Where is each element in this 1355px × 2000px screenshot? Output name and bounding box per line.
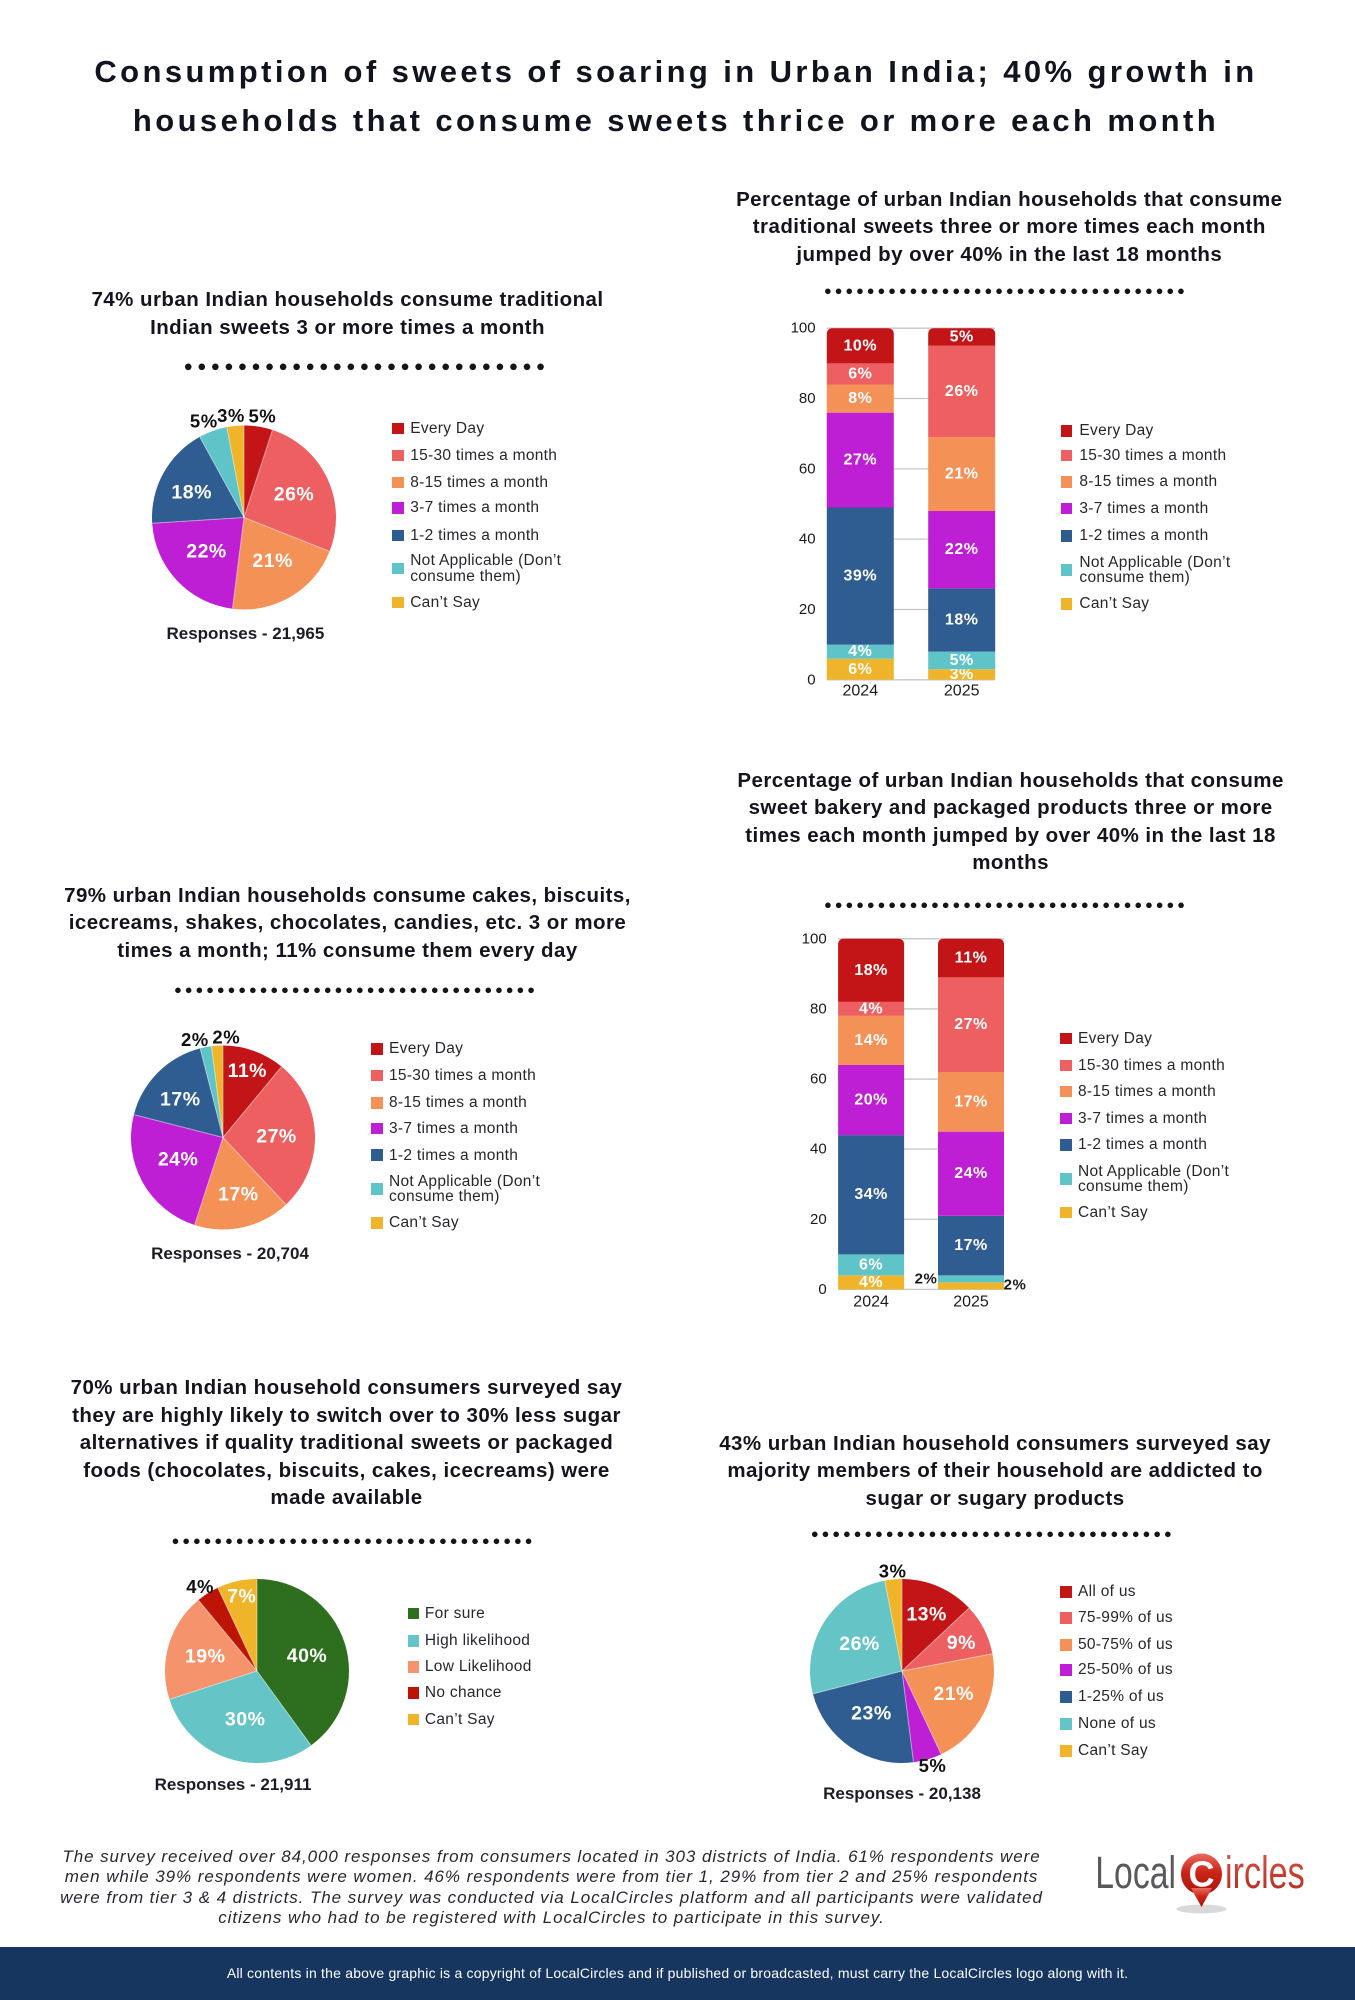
svg-text:4%: 4%	[859, 1000, 883, 1017]
svg-text:4%: 4%	[848, 643, 872, 660]
svg-text:30%: 30%	[225, 1709, 266, 1731]
svg-text:80: 80	[799, 390, 816, 407]
svg-text:11%: 11%	[955, 950, 988, 967]
svg-text:26%: 26%	[274, 484, 315, 506]
svg-text:10%: 10%	[844, 337, 878, 354]
svg-text:27%: 27%	[844, 452, 878, 469]
svg-text:27%: 27%	[256, 1125, 297, 1147]
svg-text:2%: 2%	[212, 1027, 240, 1048]
svg-text:6%: 6%	[848, 365, 872, 382]
svg-text:4%: 4%	[186, 1576, 214, 1597]
svg-text:2%: 2%	[915, 1270, 938, 1287]
svg-text:7%: 7%	[227, 1586, 256, 1608]
svg-text:8%: 8%	[848, 390, 872, 407]
svg-text:19%: 19%	[185, 1646, 226, 1668]
svg-text:4%: 4%	[859, 1274, 883, 1291]
svg-text:3%: 3%	[950, 666, 974, 683]
svg-text:26%: 26%	[945, 383, 979, 400]
svg-text:6%: 6%	[848, 661, 872, 678]
svg-text:9%: 9%	[947, 1632, 976, 1654]
svg-text:5%: 5%	[919, 1755, 947, 1776]
svg-text:21%: 21%	[945, 466, 979, 483]
svg-text:39%: 39%	[844, 568, 878, 585]
svg-text:11%: 11%	[228, 1060, 267, 1082]
svg-text:40%: 40%	[287, 1645, 328, 1667]
svg-text:2025: 2025	[953, 1294, 989, 1311]
svg-text:60: 60	[810, 1071, 827, 1088]
svg-text:5%: 5%	[950, 328, 974, 345]
svg-text:2024: 2024	[843, 683, 879, 700]
svg-text:80: 80	[810, 1000, 827, 1017]
svg-text:2%: 2%	[181, 1029, 209, 1050]
svg-text:20: 20	[810, 1211, 827, 1228]
svg-text:34%: 34%	[854, 1186, 888, 1203]
svg-text:5%: 5%	[950, 652, 974, 669]
svg-text:Local: Local	[1095, 1848, 1176, 1898]
svg-text:60: 60	[799, 460, 816, 477]
svg-text:21%: 21%	[252, 550, 293, 572]
svg-text:24%: 24%	[158, 1148, 199, 1170]
svg-text:23%: 23%	[851, 1703, 892, 1725]
svg-text:5%: 5%	[249, 406, 277, 427]
svg-text:17%: 17%	[218, 1184, 259, 1206]
svg-text:0: 0	[807, 671, 815, 688]
svg-text:17%: 17%	[160, 1089, 201, 1111]
svg-text:18%: 18%	[854, 962, 888, 979]
svg-text:18%: 18%	[171, 482, 212, 504]
svg-text:100: 100	[802, 930, 827, 947]
svg-text:C: C	[1189, 1854, 1215, 1895]
svg-text:18%: 18%	[945, 612, 979, 629]
svg-text:26%: 26%	[839, 1633, 880, 1655]
svg-text:ircles: ircles	[1225, 1849, 1305, 1899]
svg-text:0: 0	[818, 1281, 826, 1298]
svg-text:40: 40	[799, 531, 816, 548]
svg-text:20: 20	[799, 601, 816, 618]
svg-text:24%: 24%	[954, 1165, 988, 1182]
svg-text:6%: 6%	[859, 1256, 883, 1273]
svg-text:17%: 17%	[954, 1093, 988, 1110]
svg-text:5%: 5%	[190, 411, 218, 432]
svg-text:2%: 2%	[1004, 1277, 1027, 1294]
svg-text:20%: 20%	[854, 1092, 888, 1109]
svg-text:2024: 2024	[853, 1294, 889, 1311]
svg-text:3%: 3%	[879, 1561, 907, 1582]
svg-text:27%: 27%	[954, 1016, 988, 1033]
svg-text:14%: 14%	[854, 1032, 888, 1049]
svg-text:22%: 22%	[186, 540, 227, 562]
svg-text:100: 100	[791, 320, 816, 337]
svg-text:17%: 17%	[954, 1237, 988, 1254]
svg-text:40: 40	[810, 1141, 827, 1158]
svg-text:13%: 13%	[906, 1603, 947, 1625]
svg-text:21%: 21%	[933, 1683, 974, 1705]
svg-text:3%: 3%	[217, 405, 245, 426]
svg-text:22%: 22%	[945, 541, 979, 558]
svg-text:2025: 2025	[944, 683, 980, 700]
